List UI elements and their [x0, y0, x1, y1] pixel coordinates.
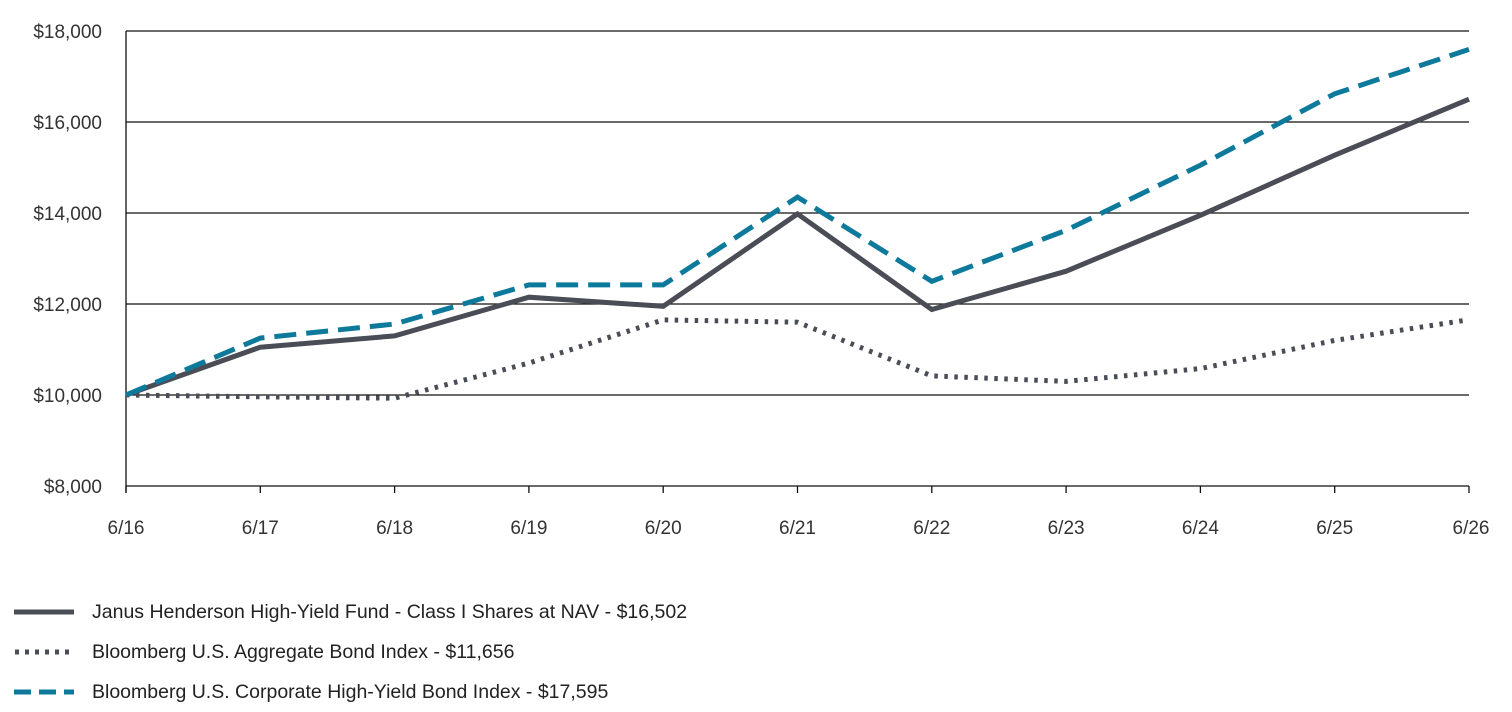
legend-swatch-dotted: [15, 649, 72, 655]
y-tick-label: $12,000: [33, 295, 102, 316]
legend-item-aggregate-index: Bloomberg U.S. Aggregate Bond Index - $1…: [14, 632, 1494, 672]
y-tick-label: $18,000: [33, 22, 102, 43]
legend-label-high-yield-index: Bloomberg U.S. Corporate High-Yield Bond…: [92, 680, 609, 703]
y-tick-label: $8,000: [44, 477, 102, 498]
series-lines: [125, 47, 1470, 401]
x-tick-label: 6/22: [913, 518, 950, 539]
x-tick-label: 6/17: [242, 518, 279, 539]
legend-swatch-solid: [14, 609, 74, 615]
legend-swatch-dashed: [14, 689, 74, 695]
x-tick-label: 6/24: [1182, 518, 1219, 539]
legend-item-fund: Janus Henderson High-Yield Fund - Class …: [14, 592, 1494, 632]
y-tick-labels: $8,000 $10,000 $12,000 $14,000 $16,000 $18,00…: [33, 22, 102, 498]
legend-item-high-yield-index: Bloomberg U.S. Corporate High-Yield Bond…: [14, 672, 1494, 712]
x-tick-label: 6/23: [1048, 518, 1085, 539]
y-tick-label: $14,000: [33, 204, 102, 225]
series-line-dashed: [125, 47, 1470, 398]
series-line-dotted: [125, 317, 1470, 401]
legend-label-fund: Janus Henderson High-Yield Fund - Class …: [92, 600, 688, 623]
x-tick-label: 6/16: [108, 518, 145, 539]
y-tick-label: $16,000: [33, 113, 102, 134]
x-tick-label: 6/21: [779, 518, 816, 539]
x-tick-label: 6/20: [645, 518, 682, 539]
y-tick-label: $10,000: [33, 386, 102, 407]
x-tick-label: 6/18: [376, 518, 413, 539]
x-tick-label: 6/25: [1316, 518, 1353, 539]
x-tick-label: 6/19: [510, 518, 547, 539]
legend-label-aggregate-index: Bloomberg U.S. Aggregate Bond Index - $1…: [92, 640, 515, 663]
axes: [125, 31, 1470, 493]
legend: Janus Henderson High-Yield Fund - Class …: [14, 592, 1494, 712]
x-tick-label: 6/26: [1453, 518, 1490, 539]
line-chart: $8,000 $10,000 $12,000 $14,000 $16,000 $18,00…: [33, 22, 1490, 539]
x-tick-labels: 6/16 6/17 6/18 6/19 6/20 6/21 6/22 6/23 6/24 6/25…: [108, 518, 1490, 539]
series-line-solid: [125, 96, 1470, 398]
